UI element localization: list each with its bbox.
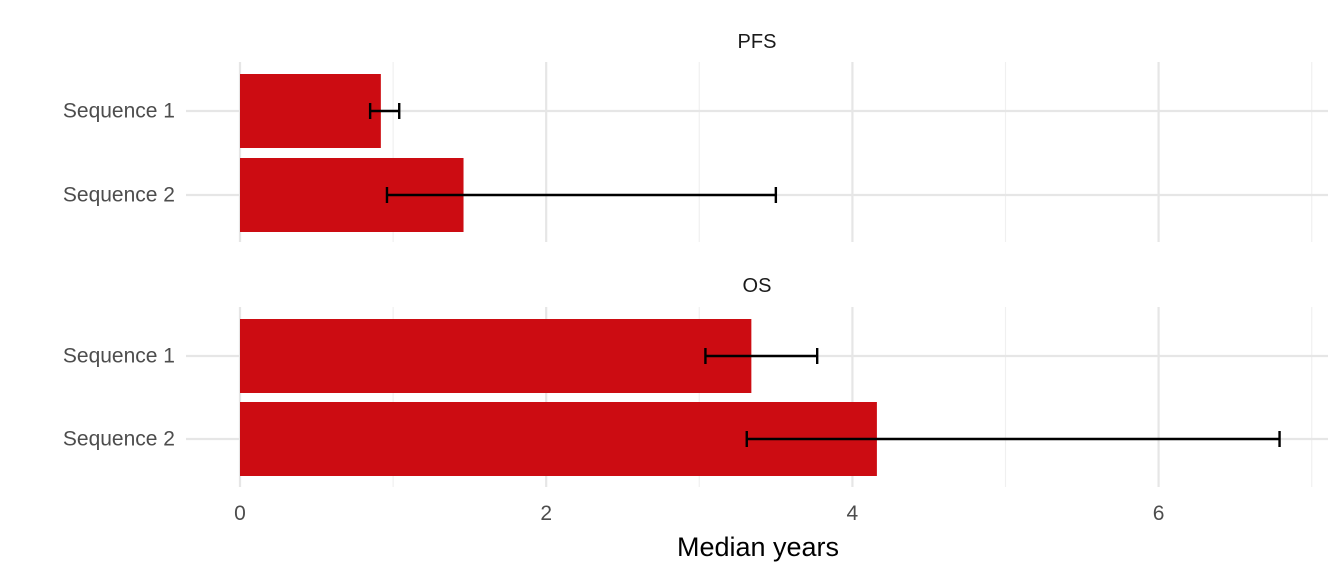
- y-tick-label: Sequence 2: [63, 428, 175, 451]
- bar-pfs-sequence-1: [240, 74, 381, 148]
- x-axis-title: Median years: [677, 532, 839, 562]
- panel-title-os: OS: [743, 275, 772, 297]
- y-tick-label: Sequence 1: [63, 100, 175, 123]
- y-tick-label: Sequence 2: [63, 184, 175, 207]
- x-tick-label: 0: [234, 502, 246, 525]
- x-tick-label: 6: [1153, 502, 1165, 525]
- y-tick-label: Sequence 1: [63, 345, 175, 368]
- panel-title-pfs: PFS: [738, 31, 777, 53]
- x-tick-label: 2: [540, 502, 552, 525]
- bar-os-sequence-1: [240, 319, 752, 393]
- x-tick-label: 4: [847, 502, 859, 525]
